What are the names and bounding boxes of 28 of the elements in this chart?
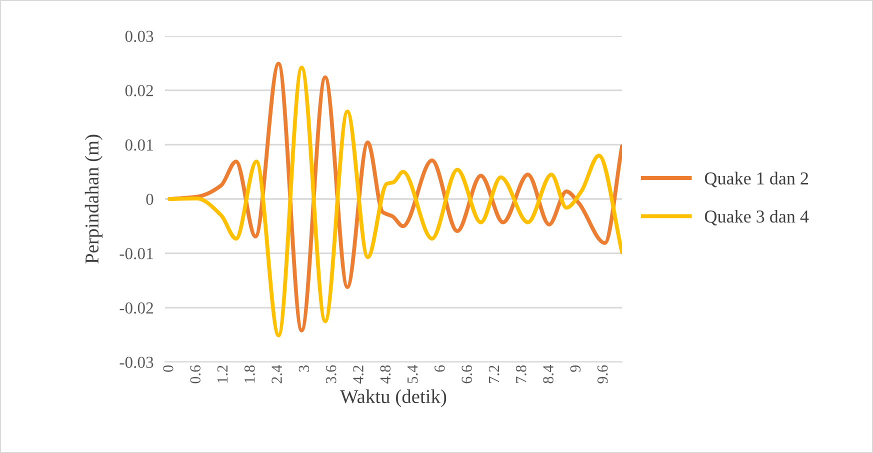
y-tick-label: 0 [146,194,154,205]
x-tick-label: 1.8 [244,365,255,383]
x-tick-label: 3 [298,365,310,372]
x-tick-label: 6 [434,365,445,372]
x-tick-label: 8.4 [543,365,554,384]
x-tick-label: 0.6 [190,365,201,384]
x-tick-label: 0 [163,365,174,372]
y-tick-label: -0.03 [120,356,154,368]
x-tick-label: 4.2 [353,366,364,384]
legend-label: Quake 1 dan 2 [704,172,808,188]
x-tick-label: 2.4 [272,365,282,384]
x-tick-label: 9.6 [597,365,608,384]
x-tick-label: 3.6 [326,365,336,384]
x-tick-label: 4.8 [380,365,391,384]
x-tick-label: 6.6 [462,365,472,384]
y-tick-label: 0.01 [125,139,153,151]
x-tick-label: 7.8 [516,365,526,383]
legend-label: Quake 3 dan 4 [704,210,809,226]
x-tick-label: 9 [570,365,581,372]
x-axis-title: Waktu (detik) [340,389,446,408]
x-tick-label: 7.2 [488,366,500,383]
y-tick-label: 0.02 [125,85,153,96]
y-axis-title: Perpindahan (m) [84,134,103,264]
y-tick-label: 0.03 [125,30,154,42]
x-tick-label: 1.2 [217,366,228,383]
y-tick-label: -0.01 [120,248,153,260]
y-tick-label: -0.02 [120,302,153,314]
x-tick-label: 5.4 [407,365,418,383]
